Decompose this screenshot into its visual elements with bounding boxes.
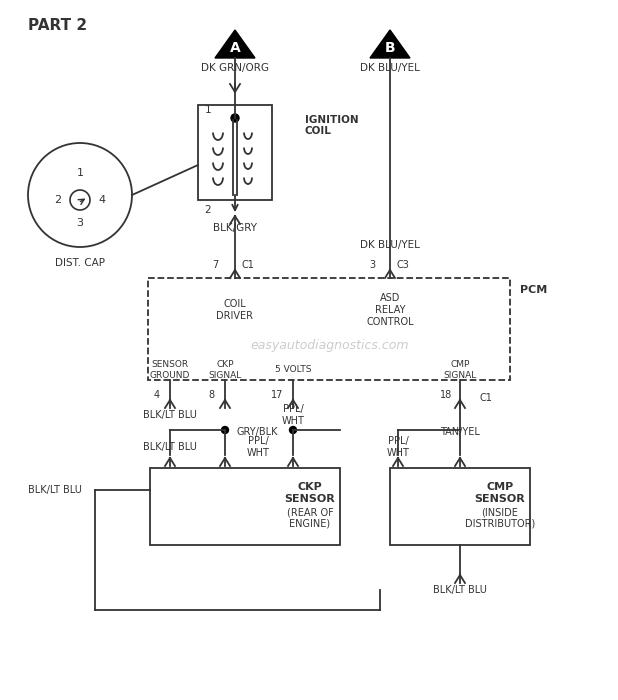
Text: COIL: COIL [305,126,332,136]
Circle shape [70,190,90,210]
Text: 5 VOLTS: 5 VOLTS [275,365,311,375]
Text: C1: C1 [242,260,255,270]
Polygon shape [215,30,255,58]
Text: 1: 1 [77,168,83,178]
Text: 3: 3 [77,218,83,228]
Text: PPL/
WHT: PPL/ WHT [247,436,269,458]
Text: BLK/LT BLU: BLK/LT BLU [433,585,487,595]
Circle shape [221,426,229,433]
Text: C3: C3 [397,260,410,270]
Text: 2: 2 [54,195,62,205]
Text: 4: 4 [154,390,160,400]
Text: BLK/LT BLU: BLK/LT BLU [143,410,197,420]
Text: BLK/LT BLU: BLK/LT BLU [143,442,197,452]
Bar [390,468,530,545]
Text: B: B [384,41,396,55]
Text: A: A [230,41,240,55]
Text: 4: 4 [98,195,106,205]
Text: 18: 18 [440,390,452,400]
Text: BLK/GRY: BLK/GRY [213,223,257,233]
Text: TAN/YEL: TAN/YEL [440,427,480,437]
Text: GRY/BLK: GRY/BLK [236,427,277,437]
Text: CKP
SIGNAL: CKP SIGNAL [208,360,242,379]
Text: PART 2: PART 2 [28,18,87,33]
Bar [150,468,340,545]
Text: 17: 17 [271,390,283,400]
Text: 8: 8 [209,390,215,400]
Text: (INSIDE
DISTRIBUTOR): (INSIDE DISTRIBUTOR) [465,508,535,528]
Bar [148,278,510,380]
Text: 3: 3 [369,260,375,270]
Text: PCM: PCM [520,285,548,295]
Text: PPL/
WHT: PPL/ WHT [282,404,305,426]
Text: IGNITION: IGNITION [305,115,358,125]
Text: BLK/LT BLU: BLK/LT BLU [28,485,82,495]
Text: 1: 1 [205,105,211,115]
Text: SENSOR
GROUND: SENSOR GROUND [150,360,190,379]
Text: DIST. CAP: DIST. CAP [55,258,105,268]
Polygon shape [370,30,410,58]
Text: DK BLU/YEL: DK BLU/YEL [360,240,420,250]
Text: easyautodiagnostics.com: easyautodiagnostics.com [251,339,409,351]
Text: DK GRN/ORG: DK GRN/ORG [201,63,269,73]
Text: CKP
SENSOR: CKP SENSOR [285,482,336,504]
Circle shape [231,114,239,122]
Text: (REAR OF
ENGINE): (REAR OF ENGINE) [287,508,333,528]
Text: C1: C1 [480,393,493,403]
Bar [198,105,272,200]
Circle shape [289,426,297,433]
Text: PPL/
WHT: PPL/ WHT [387,436,410,458]
Text: 7: 7 [212,260,218,270]
Text: 2: 2 [205,205,211,215]
Text: CMP
SIGNAL: CMP SIGNAL [443,360,476,379]
Text: DK BLU/YEL: DK BLU/YEL [360,63,420,73]
Circle shape [28,143,132,247]
Text: COIL
DRIVER: COIL DRIVER [216,299,253,321]
Text: ASD
RELAY
CONTROL: ASD RELAY CONTROL [366,293,414,327]
Text: CMP
SENSOR: CMP SENSOR [475,482,525,504]
